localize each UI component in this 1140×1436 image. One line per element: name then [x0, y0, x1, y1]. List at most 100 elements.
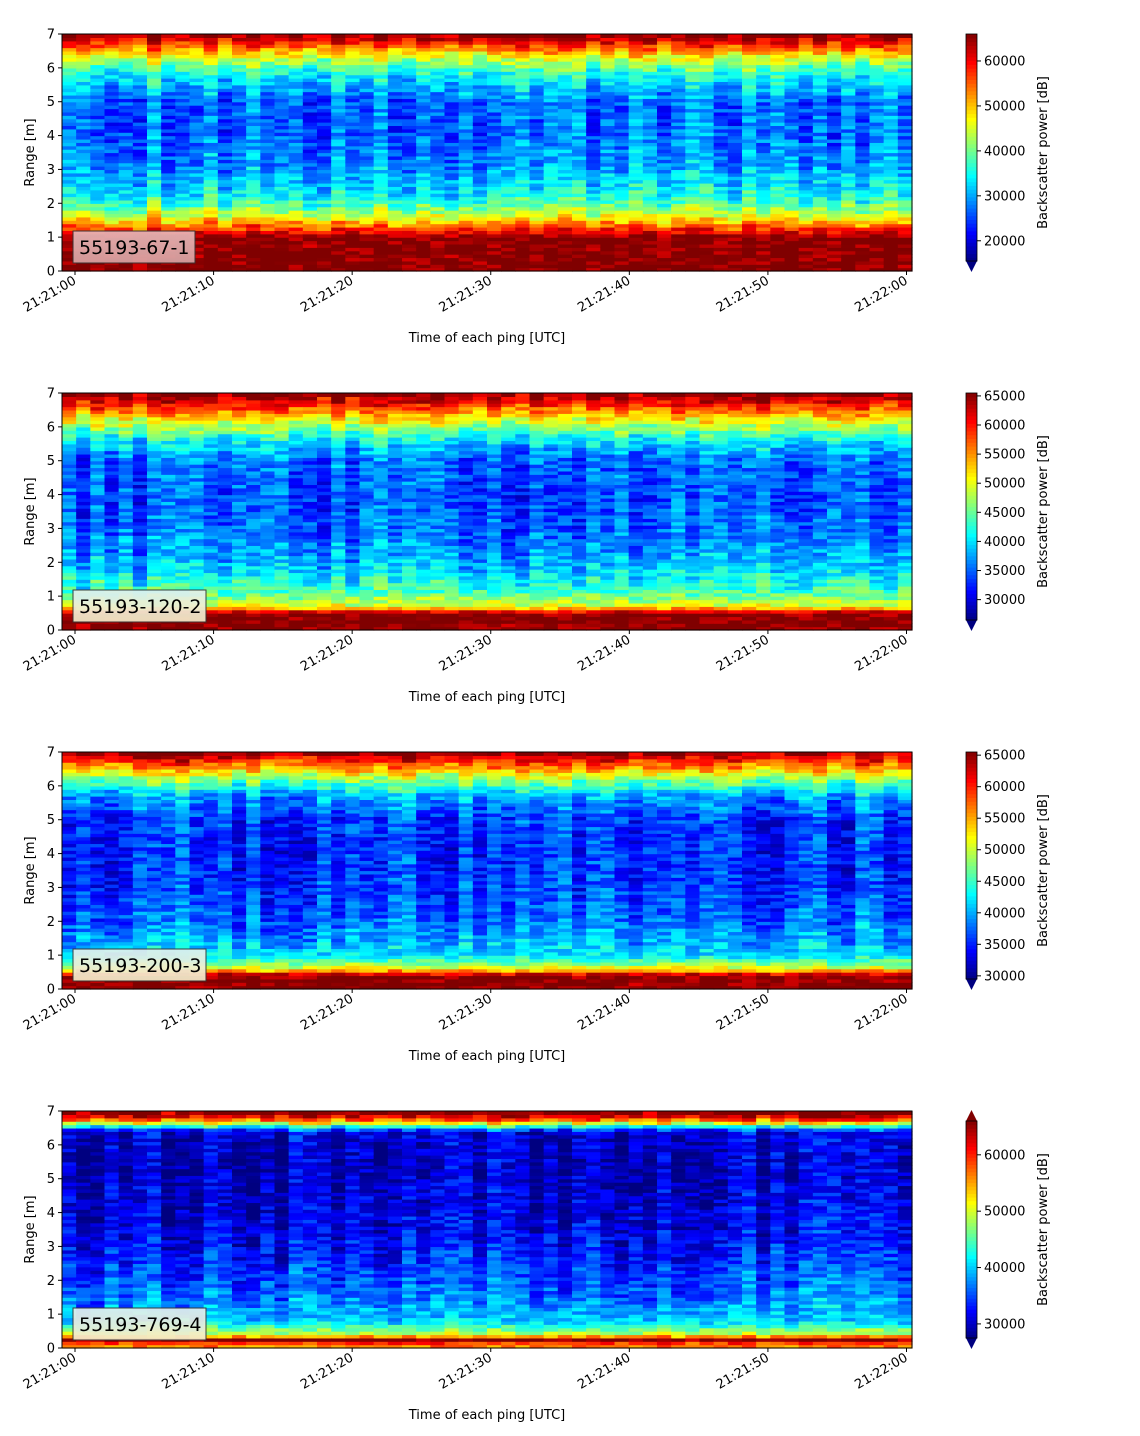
heatmap-cell [76, 101, 91, 106]
heatmap-cell [62, 125, 77, 130]
heatmap-cell [175, 47, 191, 52]
heatmap-cell [76, 210, 91, 215]
heatmap-cell [345, 88, 361, 93]
heatmap-cell [189, 199, 205, 204]
heatmap-cell [203, 179, 219, 184]
heatmap-cell [161, 128, 176, 133]
heatmap-cell [331, 260, 346, 265]
heatmap-cell [317, 206, 332, 211]
heatmap-cell [458, 34, 474, 38]
heatmap-cell [189, 193, 205, 198]
heatmap-cell [90, 166, 106, 171]
heatmap-cell [90, 34, 106, 38]
heatmap-cell [175, 142, 191, 147]
heatmap-cell [302, 155, 318, 160]
heatmap-cell [232, 145, 247, 150]
heatmap-cell [118, 223, 134, 228]
heatmap-cell [246, 206, 261, 211]
heatmap-cell [175, 64, 191, 69]
heatmap-cell [642, 34, 658, 38]
heatmap-cell [288, 101, 304, 106]
heatmap-cell [189, 44, 205, 49]
heatmap-cell [232, 230, 247, 235]
heatmap-cell [76, 223, 91, 228]
heatmap-cell [302, 199, 318, 204]
heatmap-cell [359, 213, 375, 218]
colorbar-segment [966, 226, 977, 232]
heatmap-cell [118, 74, 134, 79]
x-tick-label: 21:22:00 [852, 273, 910, 315]
heatmap-cell [345, 159, 361, 164]
heatmap-cell [118, 216, 134, 221]
heatmap-cell [147, 203, 162, 208]
heatmap-cell [104, 169, 120, 174]
heatmap-cell [217, 162, 233, 167]
heatmap-cell [359, 125, 375, 130]
heatmap-cell [331, 101, 346, 106]
x-tick-label: 21:21:40 [575, 273, 633, 315]
heatmap-cell [260, 125, 276, 130]
heatmap-cell [217, 105, 233, 110]
heatmap-cell [217, 216, 233, 221]
heatmap-cell [260, 67, 276, 72]
heatmap-cell [217, 203, 233, 208]
heatmap-cell [373, 145, 389, 150]
heatmap-cell [161, 179, 176, 184]
heatmap-cell [90, 216, 106, 221]
heatmap-cell [855, 34, 871, 38]
heatmap-cell [359, 145, 375, 150]
heatmap-cell [217, 267, 233, 272]
heatmap-cell [317, 91, 332, 96]
heatmap-cell [246, 91, 261, 96]
heatmap-cell [260, 54, 276, 59]
y-tick-label: 6 [47, 61, 55, 76]
heatmap-cell [203, 91, 219, 96]
heatmap-cell [132, 172, 148, 177]
heatmap-cell [217, 226, 233, 231]
heatmap-cell [217, 71, 233, 76]
colorbar-segment [966, 185, 977, 190]
colorbar-segment [966, 139, 977, 145]
colorbar-label: Backscatter power [dB] [1036, 76, 1051, 229]
heatmap-cell [118, 50, 134, 55]
heatmap-cell [246, 155, 261, 160]
heatmap-cell [90, 176, 106, 181]
heatmap-cell [260, 34, 276, 38]
heatmap-cell [288, 264, 304, 269]
heatmap-cell [246, 128, 261, 133]
heatmap-cell [90, 199, 106, 204]
heatmap-cell [232, 162, 247, 167]
colorbar-segment [966, 192, 977, 198]
heatmap-cell [331, 247, 346, 252]
heatmap-cell [345, 81, 361, 86]
heatmap-cell [317, 226, 332, 231]
heatmap-cell [260, 149, 276, 154]
heatmap-cell [232, 172, 247, 177]
heatmap-cell [246, 47, 261, 52]
heatmap-cell [189, 145, 205, 150]
heatmap-cell [302, 74, 318, 79]
heatmap-cell [373, 67, 389, 72]
heatmap-cell [373, 81, 389, 86]
heatmap-cell [232, 88, 247, 93]
heatmap-cell [345, 179, 361, 184]
heatmap-cell [62, 193, 77, 198]
heatmap-cell [359, 84, 375, 89]
heatmap-cell [118, 98, 134, 103]
y-tick-label: 3 [47, 163, 55, 178]
heatmap-cell [331, 182, 346, 187]
heatmap-cell [62, 44, 77, 49]
heatmap-cell [175, 128, 191, 133]
heatmap-cell [274, 216, 290, 221]
heatmap-cell [373, 61, 389, 66]
heatmap-cell [217, 54, 233, 59]
heatmap-cell [232, 159, 247, 164]
heatmap-cell [104, 50, 120, 55]
heatmap-cell [189, 206, 205, 211]
heatmap-cell [175, 159, 191, 164]
heatmap-cell [147, 125, 162, 130]
heatmap-cell [317, 193, 332, 198]
heatmap-cell [76, 186, 91, 191]
heatmap-cell [189, 149, 205, 154]
heatmap-cell [118, 88, 134, 93]
